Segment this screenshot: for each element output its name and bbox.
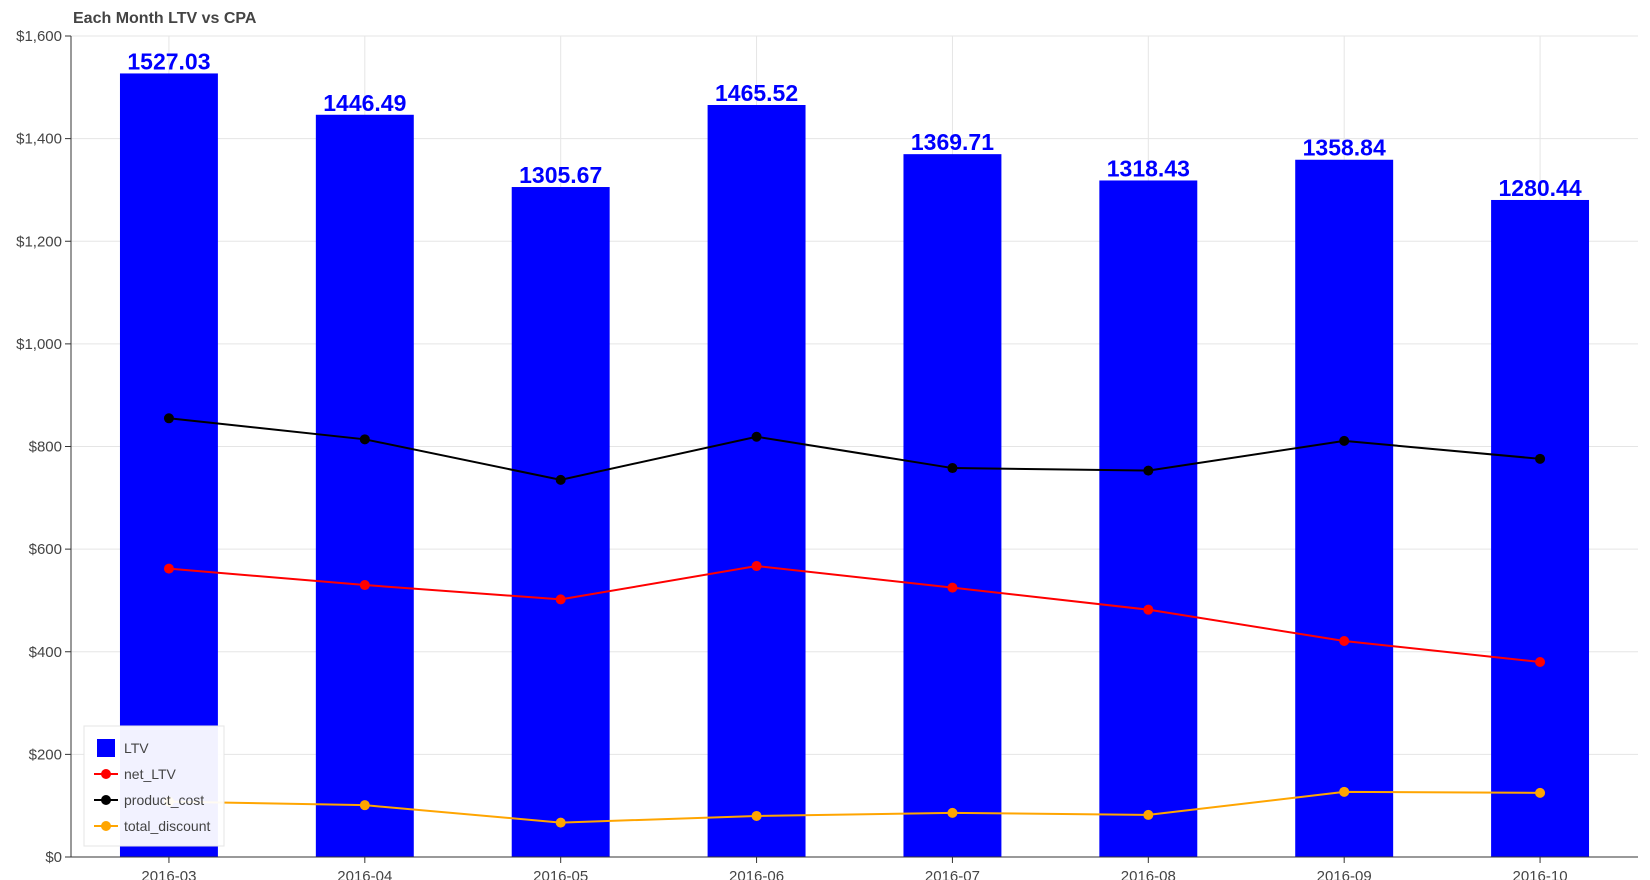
- legend-label-LTV: LTV: [124, 740, 149, 756]
- axes: $0 $200 $400 $600 $800 $1,000 $1,200 $1,400 $1,6…: [16, 28, 1638, 880]
- point-total_discount-2016-08: [1143, 809, 1154, 820]
- x-tick-label: 2016-03: [141, 868, 196, 880]
- legend-label-total_discount: total_discount: [124, 818, 211, 834]
- point-net_LTV-2016-10: [1535, 657, 1546, 668]
- bar-value-label: 1318.43: [1107, 155, 1190, 181]
- legend-marker-net_LTV: [101, 769, 111, 779]
- line-series-group: [163, 413, 1546, 828]
- point-product_cost-2016-05: [555, 474, 566, 485]
- x-tick-label: 2016-06: [729, 868, 784, 880]
- bar-value-label: 1465.52: [715, 80, 798, 106]
- y-tick-label: $0: [45, 849, 62, 866]
- legend-marker-total_discount: [101, 821, 111, 831]
- bar-value-label: 1369.71: [911, 129, 994, 155]
- bar-ltv-2016-09: [1295, 159, 1394, 857]
- y-tick-label: $800: [29, 439, 62, 456]
- bar-value-label: 1305.67: [519, 162, 602, 188]
- point-product_cost-2016-07: [947, 463, 958, 474]
- point-total_discount-2016-09: [1339, 786, 1350, 797]
- point-net_LTV-2016-04: [359, 580, 370, 591]
- bar-data-labels: 1527.03 1446.49 1305.67 1465.52 1369.71 1318.…: [127, 48, 1581, 201]
- point-product_cost-2016-03: [163, 413, 174, 424]
- point-net_LTV-2016-09: [1339, 635, 1350, 646]
- bar-value-label: 1358.84: [1303, 135, 1386, 161]
- bar-ltv-2016-04: [315, 114, 414, 857]
- y-tick-label: $600: [29, 541, 62, 558]
- y-tick-label: $200: [29, 746, 62, 763]
- x-tick-label: 2016-10: [1513, 868, 1568, 880]
- x-tick-label: 2016-09: [1317, 868, 1372, 880]
- point-net_LTV-2016-05: [555, 594, 566, 605]
- point-net_LTV-2016-06: [751, 561, 762, 572]
- y-tick-label: $1,000: [16, 336, 62, 353]
- bar-value-label: 1446.49: [323, 90, 406, 116]
- point-product_cost-2016-09: [1339, 435, 1350, 446]
- point-product_cost-2016-06: [751, 431, 762, 442]
- x-tick-label: 2016-07: [925, 868, 980, 880]
- point-net_LTV-2016-08: [1143, 604, 1154, 615]
- bar-value-label: 1527.03: [127, 48, 210, 74]
- bar-ltv-2016-08: [1099, 180, 1198, 858]
- y-tick-label: $1,600: [16, 28, 62, 45]
- x-tick-label: 2016-05: [533, 868, 588, 880]
- legend-swatch-LTV: [97, 739, 115, 757]
- point-product_cost-2016-08: [1143, 465, 1154, 476]
- bar-value-label: 1280.44: [1498, 175, 1581, 201]
- bar-ltv-2016-06: [707, 105, 806, 857]
- legend-label-product_cost: product_cost: [124, 792, 204, 808]
- point-total_discount-2016-04: [359, 800, 370, 811]
- point-total_discount-2016-05: [555, 817, 566, 828]
- line-product_cost: [168, 417, 1541, 481]
- line-net_LTV: [168, 565, 1541, 664]
- legend-marker-product_cost: [101, 795, 111, 805]
- bar-ltv-2016-05: [511, 187, 610, 857]
- y-tick-label: $400: [29, 644, 62, 661]
- point-product_cost-2016-04: [359, 434, 370, 445]
- legend-label-net_LTV: net_LTV: [124, 766, 177, 782]
- point-net_LTV-2016-07: [947, 582, 958, 593]
- legend: LTV net_LTV product_cost total_discount: [83, 725, 225, 847]
- x-tick-label: 2016-08: [1121, 868, 1176, 880]
- y-tick-label: $1,200: [16, 233, 62, 250]
- bar-ltv-2016-10: [1491, 199, 1590, 857]
- line-total_discount: [168, 790, 1541, 824]
- point-total_discount-2016-10: [1535, 787, 1546, 798]
- point-product_cost-2016-10: [1535, 453, 1546, 464]
- point-total_discount-2016-07: [947, 807, 958, 818]
- bar-ltv-2016-07: [903, 154, 1002, 858]
- x-tick-label: 2016-04: [337, 868, 392, 880]
- chart-title: Each Month LTV vs CPA: [73, 10, 257, 27]
- point-total_discount-2016-06: [751, 810, 762, 821]
- point-net_LTV-2016-03: [163, 563, 174, 574]
- y-tick-label: $1,400: [16, 131, 62, 148]
- bar-series-ltv: [119, 73, 1590, 858]
